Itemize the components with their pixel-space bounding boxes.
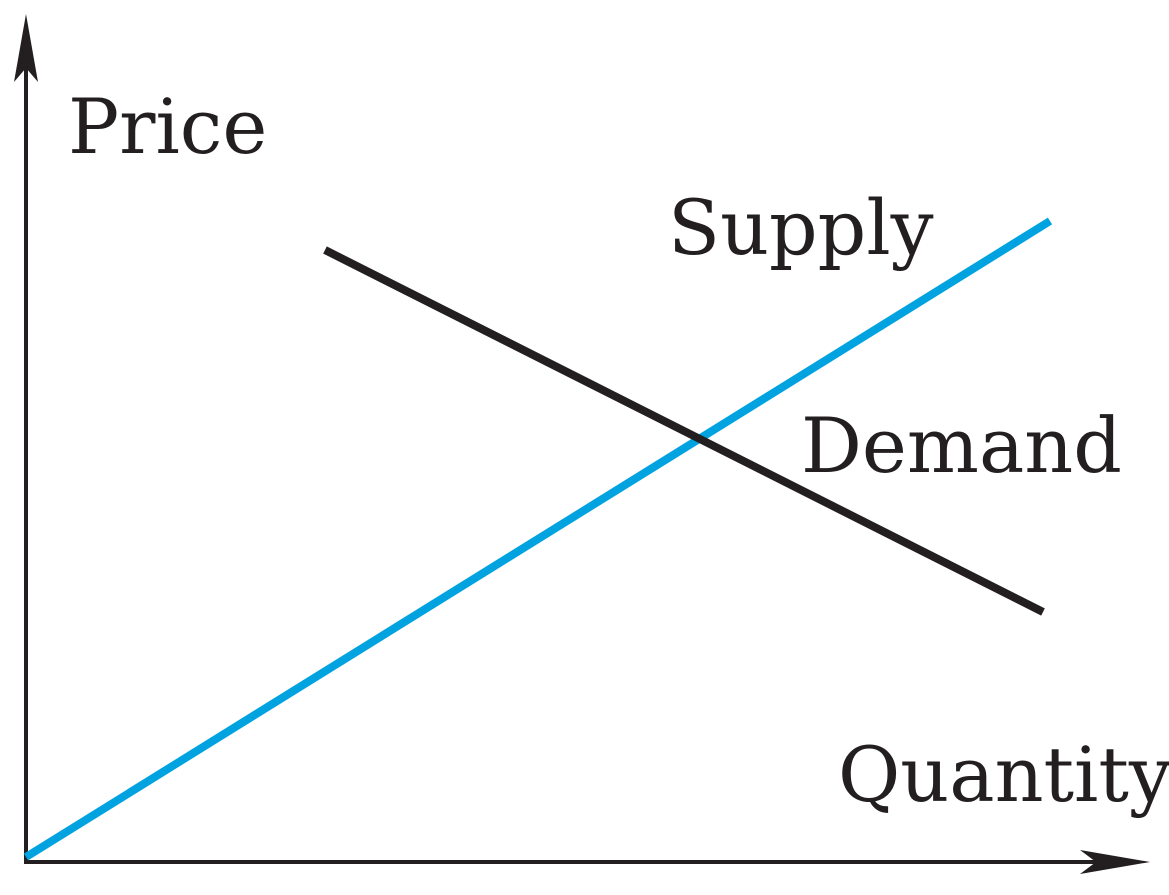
y-axis-arrowhead bbox=[14, 14, 38, 82]
x-axis-label: Quantity bbox=[838, 730, 1169, 819]
supply-curve bbox=[23, 217, 1053, 861]
y-axis-label: Price bbox=[68, 82, 267, 171]
demand-curve bbox=[323, 246, 1045, 616]
demand-label: Demand bbox=[801, 401, 1122, 490]
supply-label: Supply bbox=[668, 183, 934, 272]
x-axis-arrowhead bbox=[1080, 850, 1150, 874]
